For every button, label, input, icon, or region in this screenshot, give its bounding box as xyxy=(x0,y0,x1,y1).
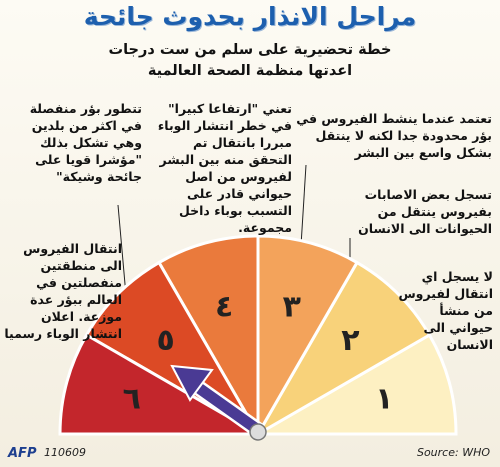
pointer-shaft xyxy=(192,381,262,435)
phase-number: ٥ xyxy=(156,323,174,358)
phase-description: انتقال الفيروس الى منطقتين منفصلتين في ا… xyxy=(4,241,122,341)
phase-description: تسجل بعض الاصابات بفيروس ينتقل من الحيوا… xyxy=(358,187,492,236)
subtitle: خطة تحضيرية على سلم من ست درجات xyxy=(108,42,392,58)
code: 110609 xyxy=(44,446,86,459)
subtitle: اعدتها منظمة الصحة العالمية xyxy=(147,63,353,79)
phase-segment xyxy=(256,234,360,440)
phase-number: ٢ xyxy=(341,323,359,358)
phase-segment xyxy=(252,332,458,436)
phase-description: تعني "ارتفاعا كبيرا" في خطر انتشار الوبا… xyxy=(157,101,292,235)
pointer-head xyxy=(170,364,214,402)
title: مراحل الانذار بحدوث جائحة xyxy=(83,2,417,31)
phase-number: ٣ xyxy=(283,289,301,324)
source: Source: WHO xyxy=(416,446,490,459)
agency: AFP xyxy=(8,446,37,461)
phase-description: لا يسجل اي انتقال لفيروس من منشأ حيواني … xyxy=(398,269,493,352)
phase-description: تتطور بؤر منفصلة في اكثر من بلدين وهي تش… xyxy=(29,101,142,184)
phase-number: ١ xyxy=(375,382,393,417)
phase-segment xyxy=(253,260,432,439)
phase-description: تعتمد عندما ينشط الفيروس في بؤر محدودة ج… xyxy=(296,111,492,160)
phase-segment xyxy=(156,234,260,440)
phase-number: ٤ xyxy=(215,289,233,324)
phase-segment xyxy=(58,332,264,436)
phase-number: ٦ xyxy=(123,382,141,417)
pointer-hub xyxy=(249,423,267,441)
